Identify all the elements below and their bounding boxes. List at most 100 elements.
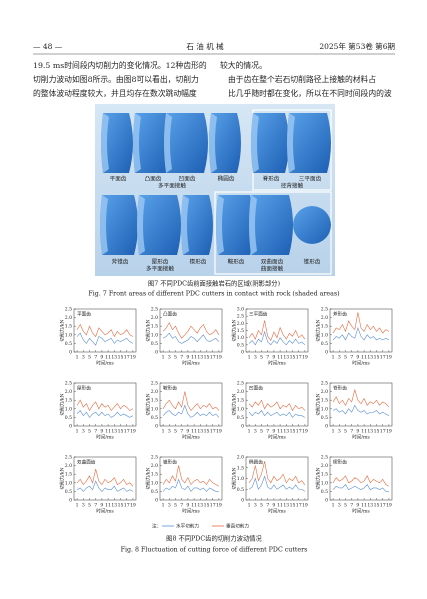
x-tick-label: 9	[356, 429, 359, 435]
x-tick-label: 7	[180, 355, 183, 361]
series-line	[248, 475, 306, 492]
x-tick-label: 19	[216, 429, 222, 435]
y-tick-label: 0.5	[237, 342, 244, 348]
x-tick-label: 5	[88, 355, 91, 361]
cutter-label: 锥形齿	[304, 258, 321, 266]
y-tick-label: 2.5	[65, 307, 72, 313]
x-tick-label: 11	[191, 429, 197, 435]
y-tick-label: 0.5	[151, 489, 158, 495]
x-tick-label: 13	[111, 429, 117, 435]
x-tick-label: 15	[374, 503, 380, 509]
cutter	[249, 195, 293, 255]
x-axis-label: 时间/ms	[96, 508, 114, 515]
y-tick-label: 1.0	[151, 406, 158, 412]
y-tick-label: 3.0	[237, 307, 244, 313]
cutter-face	[209, 113, 217, 173]
x-tick-label: 1	[332, 355, 335, 361]
x-tick-label: 9	[186, 429, 189, 435]
x-tick-label: 3	[254, 429, 257, 435]
x-tick-label: 5	[174, 429, 177, 435]
chart-title: 楔形齿	[333, 459, 347, 466]
plot-frame	[73, 308, 137, 353]
y-tick-label: 2.5	[65, 381, 72, 387]
chart-title: 平面齿	[77, 312, 91, 318]
y-tick-label: 0.5	[237, 415, 244, 421]
series-line	[76, 332, 134, 346]
y-tick-label: 1.0	[65, 406, 72, 412]
series-line	[332, 484, 389, 492]
x-axis-label: 时间/ms	[182, 360, 200, 367]
cutter-face	[251, 113, 259, 173]
figure8: 00.51.01.52.02.51 3 5 7 9 11 13 15 17 19平面齿时间/ms切…	[59, 307, 393, 530]
y-axis-label: 切削力/kN	[315, 319, 322, 341]
x-axis-label: 时间/ms	[268, 360, 286, 367]
x-tick-label: 1	[162, 429, 165, 435]
group-label: 多平面接触	[146, 265, 174, 273]
cutter-label: 三平面齿	[299, 176, 322, 183]
x-tick-label: 13	[283, 355, 289, 361]
series-line	[332, 475, 390, 487]
cutter-label: 双曲面齿	[261, 258, 284, 266]
y-tick-label: 0	[325, 498, 328, 504]
cutter	[209, 113, 241, 173]
x-tick-label: 19	[386, 429, 392, 435]
y-tick-label: 0.5	[151, 341, 158, 347]
x-tick-label: 9	[356, 503, 359, 509]
x-tick-label: 5	[344, 429, 347, 435]
x-tick-label: 3	[168, 355, 171, 361]
y-tick-label: 0.5	[65, 489, 72, 495]
x-tick-label: 13	[111, 503, 117, 509]
cutter-face	[249, 195, 257, 255]
x-tick-label: 11	[105, 355, 111, 361]
x-tick-label: 7	[94, 503, 97, 509]
x-tick-label: 9	[100, 503, 103, 509]
x-tick-label: 1	[332, 503, 335, 509]
x-tick-label: 17	[296, 429, 302, 435]
y-axis-label: 切削力/kN	[315, 393, 322, 415]
x-tick-label: 7	[266, 355, 269, 361]
y-tick-label: 0.5	[65, 415, 72, 421]
y-axis-label: 切削力/kN	[231, 467, 238, 489]
y-tick-label: 0	[69, 350, 72, 356]
y-tick-label: 0	[69, 424, 72, 430]
series-line	[332, 326, 390, 341]
chart-title: 斧形齿	[333, 311, 347, 318]
y-tick-label: 1.5	[321, 472, 328, 478]
chart-title: 锥形齿	[163, 459, 177, 466]
paragraph-line: 的整体波动程度较大，并且均存在数次跳动幅度	[33, 88, 197, 98]
x-tick-label: 15	[374, 429, 380, 435]
x-tick-label: 11	[361, 429, 367, 435]
series-line	[248, 399, 306, 412]
y-tick-label: 0	[155, 350, 158, 356]
y-tick-label: 2.5	[237, 381, 244, 387]
y-tick-label: 0.5	[65, 341, 72, 347]
y-axis-label: 切削力/kN	[59, 319, 66, 341]
x-tick-label: 9	[186, 503, 189, 509]
x-tick-label: 15	[204, 429, 210, 435]
x-tick-label: 5	[88, 503, 91, 509]
x-tick-label: 3	[254, 503, 257, 509]
plot-frame	[159, 308, 223, 353]
x-tick-label: 17	[380, 429, 386, 435]
x-tick-label: 7	[180, 503, 183, 509]
cutter	[133, 113, 171, 173]
x-tick-label: 15	[118, 503, 124, 509]
y-tick-label: 1.0	[321, 480, 328, 486]
y-tick-label: 2.0	[321, 389, 328, 395]
y-tick-label: 2.0	[321, 315, 328, 321]
x-tick-label: 1	[248, 503, 251, 509]
legend-label: 水平切削力	[176, 523, 199, 530]
cutter-label: 凹面齿	[179, 176, 196, 183]
y-tick-label: 2.0	[237, 455, 244, 461]
series-line	[76, 468, 134, 487]
y-tick-label: 2.5	[321, 307, 328, 313]
y-axis-label: 切削力/kN	[145, 467, 152, 489]
cutter-face	[164, 113, 172, 173]
x-axis-label: 时间/ms	[268, 434, 286, 441]
x-tick-label: 1	[162, 355, 165, 361]
series-line	[332, 388, 390, 408]
x-tick-label: 1	[332, 429, 335, 435]
y-tick-label: 2.5	[151, 307, 158, 313]
y-tick-label: 2.5	[321, 381, 328, 387]
figure-caption: Fig. 7 Front areas of different PDC cutt…	[88, 291, 339, 298]
